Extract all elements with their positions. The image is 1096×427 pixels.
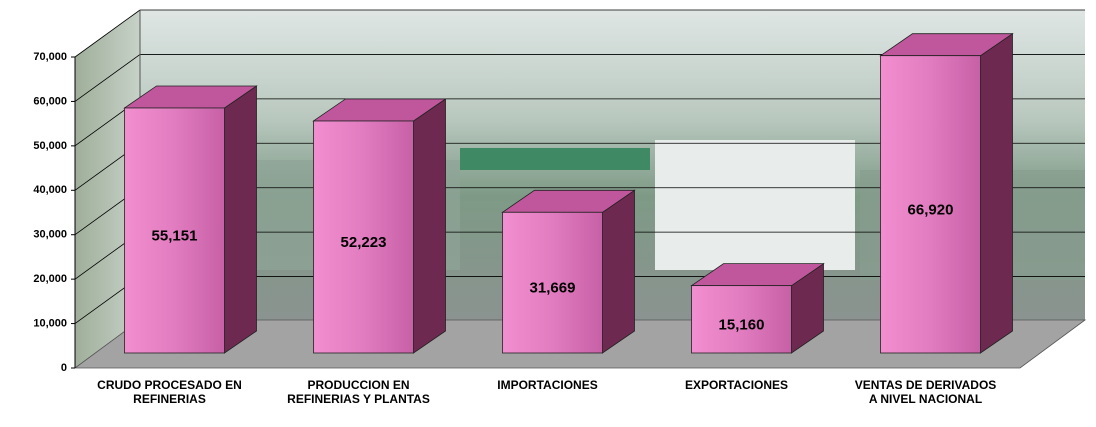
data-label: 15,160 bbox=[719, 316, 765, 333]
x-tick-label: IMPORTACIONES bbox=[497, 378, 598, 392]
bar bbox=[691, 285, 792, 354]
bar bbox=[880, 55, 981, 354]
data-label: 31,669 bbox=[530, 280, 576, 297]
data-label: 55,151 bbox=[152, 227, 198, 244]
bar bbox=[313, 120, 414, 354]
y-tick-label: 30,000 bbox=[33, 229, 67, 241]
building bbox=[460, 148, 650, 170]
y-tick-label: 0 bbox=[61, 362, 67, 374]
data-label: 52,223 bbox=[341, 234, 387, 251]
y-tick-label: 40,000 bbox=[33, 184, 67, 196]
building bbox=[655, 140, 855, 270]
bar-side bbox=[413, 98, 446, 354]
bar bbox=[124, 107, 225, 354]
grid-line bbox=[74, 9, 141, 58]
bar-side bbox=[980, 32, 1013, 354]
y-tick-label: 70,000 bbox=[33, 51, 67, 63]
x-tick-label: PRODUCCION EN REFINERIAS Y PLANTAS bbox=[287, 378, 430, 406]
y-tick-label: 10,000 bbox=[33, 317, 67, 329]
y-tick-label: 20,000 bbox=[33, 273, 67, 285]
bar-side bbox=[224, 85, 257, 354]
data-label: 66,920 bbox=[908, 201, 954, 218]
x-tick-label: VENTAS DE DERIVADOS A NIVEL NACIONAL bbox=[854, 378, 997, 406]
bar-side bbox=[602, 189, 635, 354]
x-tick-label: EXPORTACIONES bbox=[684, 378, 789, 392]
left-wall bbox=[75, 10, 140, 368]
y-tick-label: 60,000 bbox=[33, 95, 67, 107]
y-tick-label: 50,000 bbox=[33, 140, 67, 152]
bar bbox=[502, 211, 603, 354]
x-tick-label: CRUDO PROCESADO EN REFINERIAS bbox=[97, 378, 242, 406]
grid-line bbox=[74, 54, 141, 102]
